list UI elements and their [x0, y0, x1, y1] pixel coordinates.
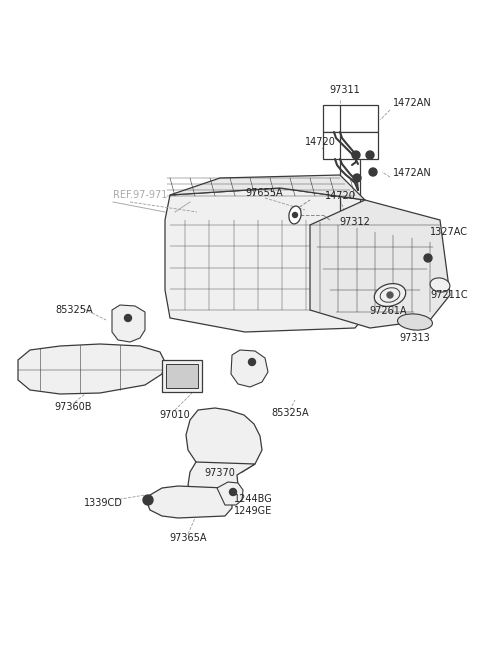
Bar — [323, 132, 378, 159]
Polygon shape — [18, 344, 165, 394]
Polygon shape — [188, 462, 255, 504]
Ellipse shape — [430, 278, 450, 292]
Text: 1327AC: 1327AC — [430, 227, 468, 237]
Circle shape — [366, 151, 374, 159]
Polygon shape — [217, 482, 243, 505]
Polygon shape — [165, 188, 370, 332]
Text: 1339CD: 1339CD — [84, 498, 122, 508]
Circle shape — [353, 174, 361, 182]
Text: 97312: 97312 — [339, 217, 371, 227]
Circle shape — [424, 254, 432, 262]
Polygon shape — [148, 486, 232, 518]
Polygon shape — [310, 200, 450, 328]
Text: 14720: 14720 — [305, 137, 336, 147]
Ellipse shape — [289, 206, 301, 224]
Circle shape — [369, 168, 377, 176]
Ellipse shape — [380, 288, 400, 302]
Text: 1244BG: 1244BG — [234, 494, 273, 504]
Circle shape — [229, 489, 237, 495]
Text: 97261A: 97261A — [369, 306, 407, 316]
Text: 1472AN: 1472AN — [393, 168, 432, 178]
Text: 97360B: 97360B — [54, 402, 92, 412]
Text: 85325A: 85325A — [271, 408, 309, 418]
Circle shape — [143, 495, 153, 505]
Bar — [166, 364, 198, 388]
Text: 97211C: 97211C — [430, 290, 468, 300]
Text: 1249GE: 1249GE — [234, 506, 272, 516]
Text: 97313: 97313 — [400, 333, 431, 343]
Circle shape — [292, 212, 298, 217]
Polygon shape — [231, 350, 268, 387]
Text: 97370: 97370 — [204, 468, 235, 478]
Circle shape — [124, 314, 132, 322]
Text: 97655A: 97655A — [245, 188, 283, 198]
Ellipse shape — [374, 284, 406, 307]
Ellipse shape — [420, 252, 437, 263]
Circle shape — [249, 358, 255, 365]
Polygon shape — [186, 408, 262, 474]
Text: 1472AN: 1472AN — [393, 98, 432, 108]
Circle shape — [352, 151, 360, 159]
Text: 85325A: 85325A — [55, 305, 93, 315]
Text: 97311: 97311 — [330, 85, 360, 95]
Text: 14720: 14720 — [324, 191, 355, 201]
Text: 97010: 97010 — [160, 410, 191, 420]
Polygon shape — [170, 175, 365, 200]
Bar — [162, 360, 202, 392]
Bar — [323, 105, 378, 132]
Text: 97365A: 97365A — [169, 533, 207, 543]
Ellipse shape — [397, 314, 432, 330]
Circle shape — [387, 292, 393, 298]
Text: REF.97-971: REF.97-971 — [113, 190, 168, 200]
Polygon shape — [112, 305, 145, 342]
